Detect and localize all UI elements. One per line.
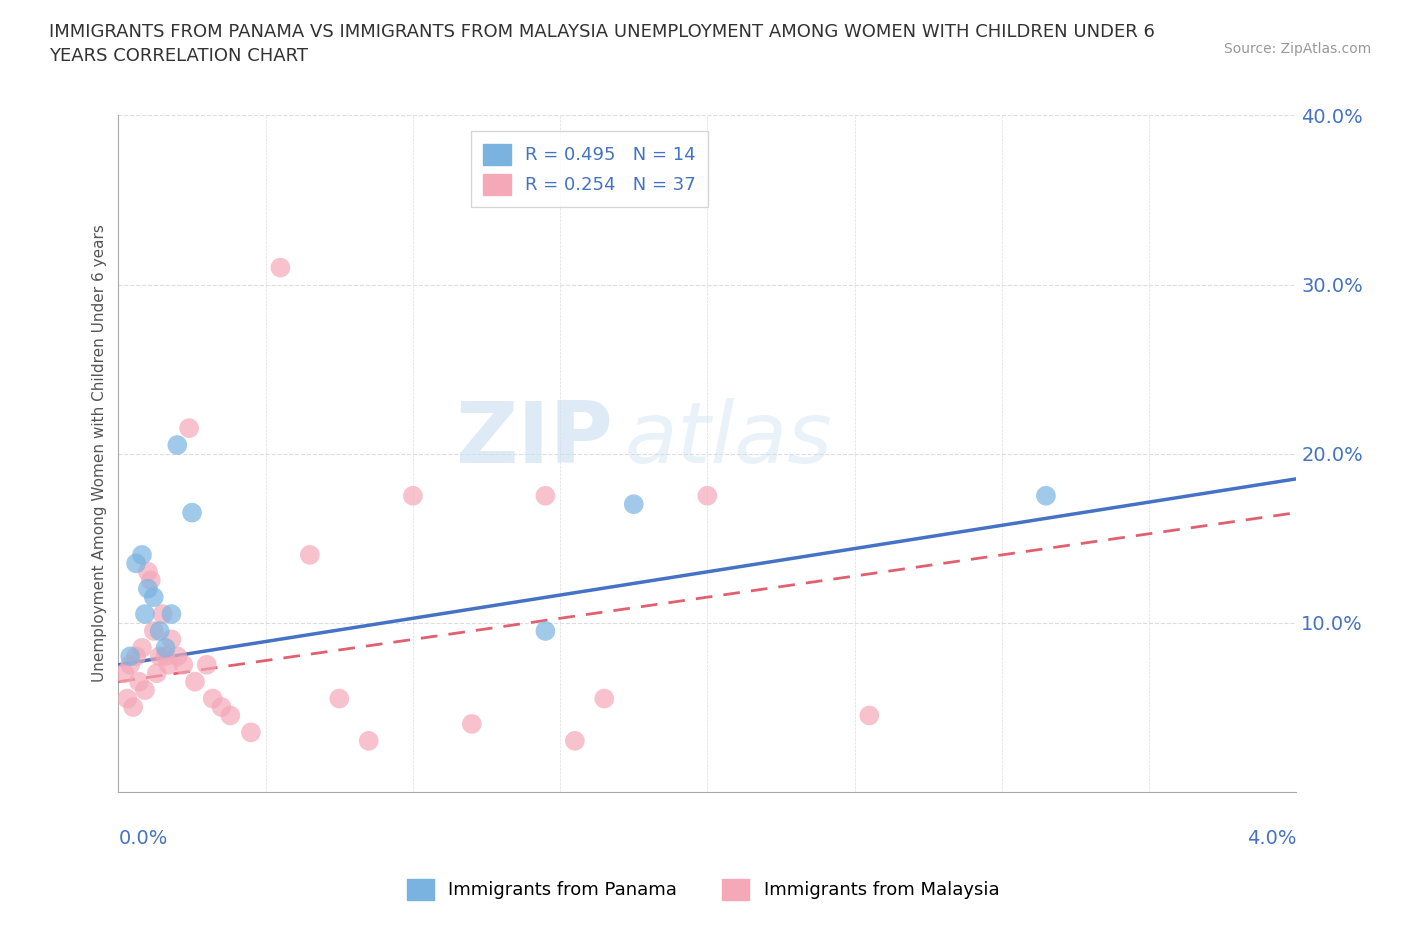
Point bbox=[298, 548, 321, 563]
Point bbox=[131, 548, 153, 563]
Point bbox=[623, 497, 645, 512]
Point bbox=[211, 699, 233, 714]
Legend: Immigrants from Panama, Immigrants from Malaysia: Immigrants from Panama, Immigrants from … bbox=[399, 871, 1007, 907]
Point bbox=[139, 573, 162, 588]
Text: IMMIGRANTS FROM PANAMA VS IMMIGRANTS FROM MALAYSIA UNEMPLOYMENT AMONG WOMEN WITH: IMMIGRANTS FROM PANAMA VS IMMIGRANTS FRO… bbox=[49, 23, 1156, 65]
Point bbox=[328, 691, 350, 706]
Point bbox=[128, 674, 150, 689]
Point bbox=[122, 699, 145, 714]
Point bbox=[696, 488, 718, 503]
Point bbox=[136, 565, 159, 579]
Point bbox=[142, 623, 165, 638]
Point bbox=[166, 438, 188, 453]
Point bbox=[269, 260, 291, 275]
Text: Source: ZipAtlas.com: Source: ZipAtlas.com bbox=[1223, 42, 1371, 56]
Point bbox=[201, 691, 224, 706]
Point bbox=[117, 691, 139, 706]
Point bbox=[149, 649, 172, 664]
Text: 4.0%: 4.0% bbox=[1247, 829, 1296, 848]
Point bbox=[120, 658, 142, 672]
Point bbox=[155, 649, 177, 664]
Text: ZIP: ZIP bbox=[456, 398, 613, 482]
Point bbox=[534, 623, 557, 638]
Legend: R = 0.495   N = 14, R = 0.254   N = 37: R = 0.495 N = 14, R = 0.254 N = 37 bbox=[471, 131, 709, 207]
Point bbox=[142, 590, 165, 604]
Point bbox=[160, 606, 183, 621]
Point bbox=[152, 606, 174, 621]
Point bbox=[134, 606, 156, 621]
Point bbox=[402, 488, 425, 503]
Point bbox=[1035, 488, 1057, 503]
Text: 0.0%: 0.0% bbox=[118, 829, 167, 848]
Point bbox=[120, 649, 142, 664]
Point bbox=[155, 641, 177, 656]
Point bbox=[136, 581, 159, 596]
Point bbox=[858, 708, 880, 723]
Point bbox=[461, 716, 484, 731]
Point bbox=[184, 674, 207, 689]
Point bbox=[195, 658, 218, 672]
Point bbox=[179, 420, 201, 435]
Point bbox=[239, 724, 262, 739]
Point bbox=[131, 641, 153, 656]
Point bbox=[145, 666, 167, 681]
Point bbox=[181, 505, 204, 520]
Point bbox=[125, 649, 148, 664]
Y-axis label: Unemployment Among Women with Children Under 6 years: Unemployment Among Women with Children U… bbox=[93, 224, 107, 683]
Point bbox=[157, 658, 180, 672]
Point bbox=[166, 649, 188, 664]
Point bbox=[219, 708, 242, 723]
Point bbox=[564, 734, 586, 749]
Point bbox=[593, 691, 616, 706]
Point bbox=[125, 556, 148, 571]
Point bbox=[160, 632, 183, 647]
Point bbox=[112, 666, 135, 681]
Point bbox=[357, 734, 380, 749]
Point bbox=[172, 658, 194, 672]
Text: atlas: atlas bbox=[624, 398, 832, 482]
Point bbox=[149, 623, 172, 638]
Point bbox=[534, 488, 557, 503]
Point bbox=[134, 683, 156, 698]
